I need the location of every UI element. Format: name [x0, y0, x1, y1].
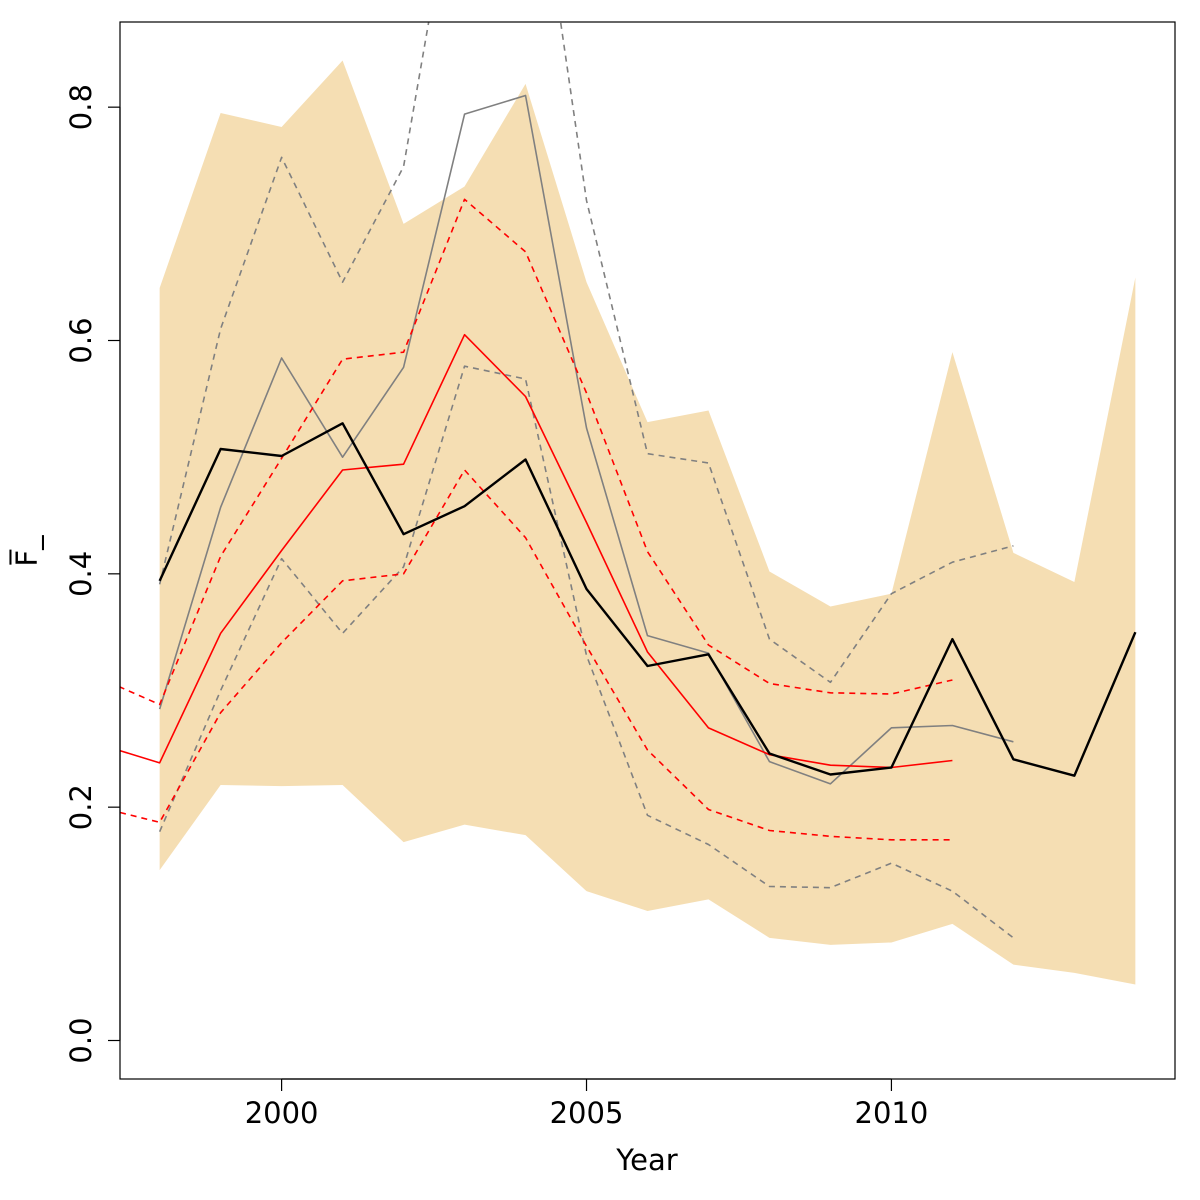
series-line-0 [158, 422, 1137, 777]
y-tick-label: 0.8 [64, 84, 98, 130]
x-axis-title: Year [615, 1143, 677, 1177]
x-tick-label: 2010 [855, 1096, 929, 1130]
y-tick-label: 0.0 [64, 1017, 98, 1063]
confidence-band-layer [159, 60, 1136, 985]
x-axis: 2000 2005 2010 [245, 1078, 929, 1130]
series-layer [120, 22, 1137, 939]
series-line-1 [158, 94, 1014, 785]
series-line-3 [158, 365, 1014, 939]
series-line-4 [120, 333, 953, 769]
x-tick-label: 2000 [245, 1096, 319, 1130]
y-tick-label: 0.2 [64, 784, 98, 830]
series-line-5 [120, 198, 953, 706]
y-axis-title: F̅_ [10, 535, 44, 567]
y-tick-label: 0.6 [64, 317, 98, 363]
y-tick-label: 0.4 [64, 551, 98, 597]
series-line-6 [120, 469, 953, 841]
y-axis: 0.0 0.2 0.4 0.6 0.8 [64, 84, 121, 1064]
confidence-band [159, 60, 1136, 985]
x-tick-label: 2005 [550, 1096, 624, 1130]
series-line-2 [158, 22, 1014, 684]
